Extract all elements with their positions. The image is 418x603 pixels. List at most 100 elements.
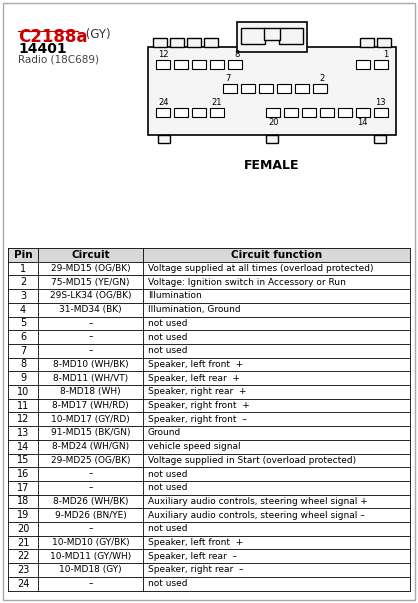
Text: 8: 8 [20, 359, 26, 370]
Text: 75-MD15 (YE/GN): 75-MD15 (YE/GN) [51, 278, 130, 287]
Text: not used: not used [148, 346, 188, 355]
Bar [377, 38, 391, 47]
Bar [279, 28, 303, 44]
Text: not used: not used [148, 525, 188, 533]
Bar [156, 60, 170, 69]
Text: –: – [88, 332, 93, 341]
Bar [241, 84, 255, 93]
Text: not used: not used [148, 332, 188, 341]
Text: Voltage: Ignition switch in Accessory or Run: Voltage: Ignition switch in Accessory or… [148, 278, 346, 287]
Text: Radio (18C689): Radio (18C689) [18, 54, 99, 64]
Text: Illumination: Illumination [148, 291, 202, 300]
Bar [8, 522, 410, 535]
Bar [8, 508, 410, 522]
Bar [8, 577, 410, 590]
Text: 12: 12 [158, 50, 168, 59]
Text: –: – [88, 346, 93, 355]
Text: 29-MD25 (OG/BK): 29-MD25 (OG/BK) [51, 456, 130, 465]
Text: 22: 22 [17, 551, 29, 561]
Bar [356, 108, 370, 117]
Text: FEMALE: FEMALE [244, 159, 300, 172]
Text: Speaker, right rear  –: Speaker, right rear – [148, 566, 244, 575]
Text: 21: 21 [17, 537, 29, 548]
Bar [8, 317, 410, 330]
Text: 8-MD18 (WH): 8-MD18 (WH) [60, 387, 121, 396]
Bar [266, 135, 278, 143]
Bar [277, 84, 291, 93]
Bar [210, 60, 224, 69]
Bar [264, 28, 280, 40]
Bar [374, 135, 386, 143]
Text: Voltage supplied in Start (overload protected): Voltage supplied in Start (overload prot… [148, 456, 356, 465]
Bar [302, 108, 316, 117]
Text: Speaker, left front  +: Speaker, left front + [148, 538, 243, 547]
Text: Ground: Ground [148, 429, 181, 437]
Text: Auxiliary audio controls, steering wheel signal +: Auxiliary audio controls, steering wheel… [148, 497, 368, 506]
Text: Speaker, left rear  –: Speaker, left rear – [148, 552, 237, 561]
Bar [158, 135, 170, 143]
Text: Speaker, left rear  +: Speaker, left rear + [148, 374, 240, 383]
Text: 9: 9 [20, 373, 26, 383]
Text: not used: not used [148, 579, 188, 588]
Bar [156, 108, 170, 117]
Text: Auxiliary audio controls, steering wheel signal –: Auxiliary audio controls, steering wheel… [148, 511, 365, 520]
Bar [374, 108, 388, 117]
Text: 7: 7 [225, 74, 230, 83]
Bar [223, 84, 237, 93]
Text: 8-MD11 (WH/VT): 8-MD11 (WH/VT) [53, 374, 128, 383]
Text: 10-MD18 (GY): 10-MD18 (GY) [59, 566, 122, 575]
Bar [204, 38, 218, 47]
Bar [8, 330, 410, 344]
Text: vehicle speed signal: vehicle speed signal [148, 442, 241, 451]
Text: 8-MD24 (WH/GN): 8-MD24 (WH/GN) [52, 442, 129, 451]
Text: 17: 17 [17, 483, 29, 493]
Text: 8-MD26 (WH/BK): 8-MD26 (WH/BK) [53, 497, 128, 506]
Text: –: – [88, 525, 93, 533]
Text: Voltage supplied at all times (overload protected): Voltage supplied at all times (overload … [148, 264, 374, 273]
Bar [295, 84, 309, 93]
Text: 1: 1 [20, 264, 26, 274]
Bar [284, 108, 298, 117]
Bar [210, 108, 224, 117]
Text: 1: 1 [383, 50, 388, 59]
Text: 3: 3 [20, 291, 26, 301]
Bar [374, 60, 388, 69]
Bar [338, 108, 352, 117]
Text: not used: not used [148, 319, 188, 328]
Bar [153, 38, 167, 47]
Text: 11: 11 [17, 400, 29, 411]
Text: 10-MD11 (GY/WH): 10-MD11 (GY/WH) [50, 552, 131, 561]
Text: not used: not used [148, 470, 188, 479]
Bar [8, 494, 410, 508]
Bar [228, 60, 242, 69]
Text: 5: 5 [20, 318, 26, 329]
Text: –: – [88, 470, 93, 479]
Text: 13: 13 [375, 98, 386, 107]
Text: Speaker, left front  +: Speaker, left front + [148, 360, 243, 369]
Text: 12: 12 [17, 414, 29, 425]
Text: 31-MD34 (BK): 31-MD34 (BK) [59, 305, 122, 314]
Text: 13: 13 [17, 428, 29, 438]
Text: 10: 10 [17, 387, 29, 397]
Text: 21: 21 [212, 98, 222, 107]
Bar [8, 563, 410, 577]
Text: 7: 7 [20, 346, 26, 356]
Text: 8-MD17 (WH/RD): 8-MD17 (WH/RD) [52, 401, 129, 410]
Text: Speaker, right rear  +: Speaker, right rear + [148, 387, 247, 396]
Text: –: – [88, 483, 93, 492]
Text: 14: 14 [17, 441, 29, 452]
Text: Speaker, right front  +: Speaker, right front + [148, 401, 250, 410]
Text: Speaker, right front  –: Speaker, right front – [148, 415, 247, 424]
Bar [174, 60, 188, 69]
Text: 29-MD15 (OG/BK): 29-MD15 (OG/BK) [51, 264, 130, 273]
Bar [8, 262, 410, 276]
Text: 10-MD10 (GY/BK): 10-MD10 (GY/BK) [52, 538, 129, 547]
Text: C2188a: C2188a [18, 28, 87, 46]
Text: –: – [88, 319, 93, 328]
Bar [8, 248, 410, 262]
Text: (GY): (GY) [82, 28, 111, 41]
Bar [8, 371, 410, 385]
Bar [8, 426, 410, 440]
Text: not used: not used [148, 483, 188, 492]
Bar [8, 276, 410, 289]
